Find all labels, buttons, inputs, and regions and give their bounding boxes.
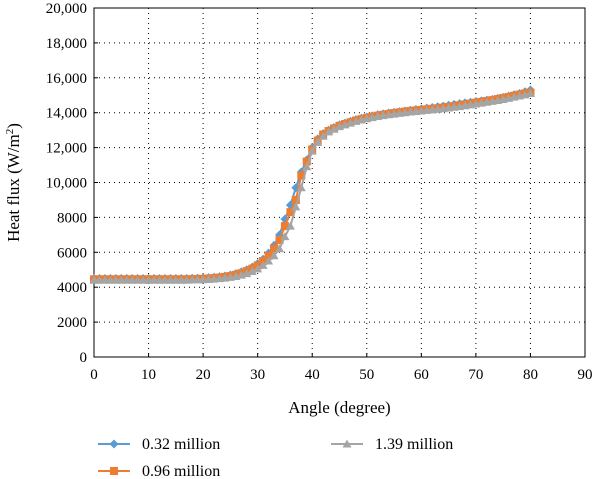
series-3 — [89, 89, 535, 284]
data-point — [270, 244, 279, 253]
y-tick-label: 8000 — [57, 210, 87, 226]
data-point — [318, 131, 328, 140]
x-tick-label: 50 — [359, 367, 374, 383]
x-tick-label: 80 — [523, 367, 538, 383]
y-tick-label: 2000 — [57, 315, 87, 331]
data-point — [275, 236, 284, 245]
data-point — [253, 264, 263, 273]
y-tick-label: 18,000 — [46, 36, 87, 52]
series-2 — [90, 88, 535, 284]
x-tick-label: 70 — [468, 367, 483, 383]
y-tick-label: 14,000 — [46, 106, 87, 122]
data-point — [286, 208, 295, 217]
legend-marker — [342, 439, 352, 448]
y-tick-label: 16,000 — [46, 71, 87, 87]
y-axis-title-close: ) — [4, 123, 23, 129]
x-tick-label: 0 — [90, 367, 98, 383]
data-point — [269, 251, 279, 260]
y-tick-label: 0 — [80, 350, 88, 366]
x-tick-label: 20 — [196, 367, 211, 383]
data-point — [296, 183, 306, 192]
y-tick-label: 20,000 — [46, 1, 87, 17]
data-point — [313, 137, 323, 146]
x-tick-label: 60 — [414, 367, 429, 383]
y-tick-label: 4000 — [57, 280, 87, 296]
y-axis-title-superscript: 2 — [4, 129, 16, 135]
legend-marker — [110, 467, 118, 475]
data-point — [247, 266, 257, 275]
data-point — [258, 260, 268, 269]
data-point — [297, 171, 306, 180]
y-axis: 0 2000 4000 6000 8000 10,000 12,000 14,000 16,00… — [46, 1, 98, 366]
x-tick-label: 40 — [305, 367, 320, 383]
x-axis: 0 10 20 30 40 50 60 70 80 90 — [90, 353, 593, 383]
legend-marker — [109, 439, 119, 449]
data-point — [242, 269, 252, 278]
legend-item: 1.39 million — [331, 436, 453, 453]
series-line — [94, 91, 531, 281]
legend-label: 0.32 million — [142, 436, 220, 453]
y-axis-title-main: Heat flux (W/m — [4, 134, 23, 242]
data-point — [280, 232, 290, 241]
grid — [94, 8, 585, 357]
legend-item: 0.32 million — [98, 436, 220, 453]
y-tick-label: 6000 — [57, 245, 87, 261]
y-tick-label: 12,000 — [46, 141, 87, 157]
x-tick-label: 30 — [250, 367, 265, 383]
legend-item: 0.96 million — [98, 463, 220, 479]
data-point — [291, 202, 301, 211]
legend-label: 1.39 million — [375, 436, 453, 453]
data-point — [302, 162, 312, 171]
data-point — [302, 157, 311, 166]
legend-label: 0.96 million — [142, 463, 220, 479]
legend: 0.32 million 0.96 million 1.39 million — [98, 436, 453, 479]
x-tick-label: 10 — [141, 367, 156, 383]
y-axis-title: Heat flux (W/m2) — [4, 123, 23, 242]
data-point — [280, 222, 289, 231]
y-tick-label: 10,000 — [46, 176, 87, 192]
data-point — [324, 127, 334, 136]
data-point — [264, 251, 273, 260]
data-point — [307, 146, 317, 155]
data-point — [285, 221, 295, 230]
x-axis-title: Angle (degree) — [288, 398, 390, 417]
series-layer — [89, 85, 535, 284]
x-tick-label: 90 — [578, 367, 593, 383]
data-point — [291, 195, 300, 204]
data-point — [525, 89, 535, 98]
data-point — [329, 124, 339, 133]
data-point — [274, 244, 284, 253]
data-point — [264, 256, 274, 265]
